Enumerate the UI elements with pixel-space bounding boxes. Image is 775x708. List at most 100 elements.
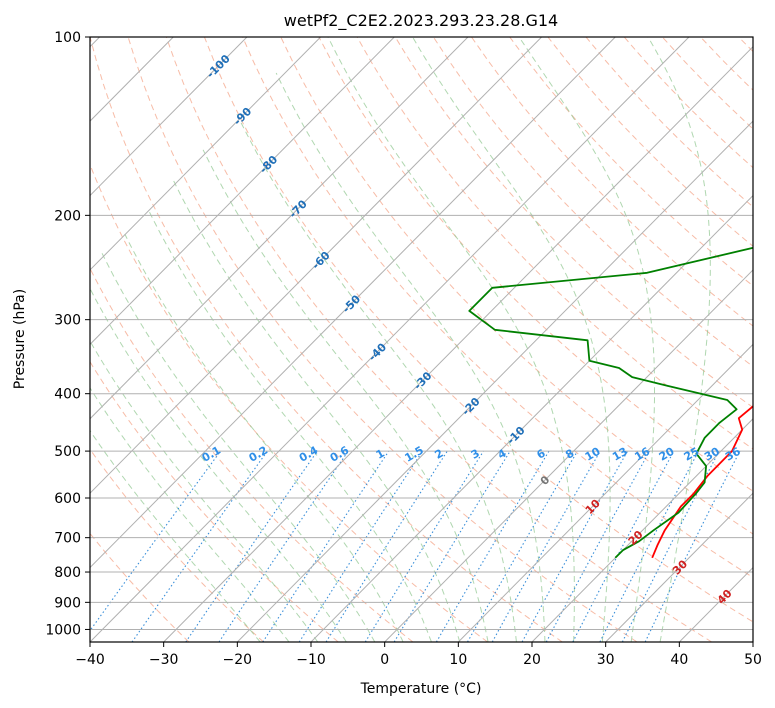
mixing-ratio-line [325, 450, 448, 642]
moist-adiabat-line [173, 180, 461, 642]
dry-adiabat-line [90, 267, 414, 642]
x-tick-label: −30 [149, 652, 179, 668]
mixing-ratio-label: 0.1 [200, 444, 223, 465]
dry-adiabat-line [127, 37, 638, 642]
dry-adiabat-line [509, 37, 753, 287]
y-tick-label: 100 [54, 30, 81, 46]
mixing-ratio-label: 0.6 [328, 443, 352, 464]
mixing-ratio-label: 0.4 [297, 443, 321, 464]
dry-adiabat-line [471, 37, 753, 327]
x-tick-label: 40 [670, 652, 688, 668]
mixing-ratio-label: 13 [610, 445, 630, 464]
x-tick-label: −20 [223, 652, 253, 668]
dry-adiabat-line [90, 37, 563, 642]
isotherm-line [310, 194, 753, 642]
mixing-ratio-line [545, 450, 651, 642]
isotherm-label: -100 [204, 52, 233, 81]
x-axis-label: Temperature (°C) [360, 681, 482, 697]
isotherm-line [605, 492, 753, 642]
isotherm-line [163, 46, 753, 642]
mixing-ratio-label: 1 [374, 447, 387, 462]
mixing-ratio-line [185, 450, 318, 642]
moist-adiabat-line [412, 37, 611, 642]
mixing-ratio-label: 3 [469, 447, 482, 462]
isotherm-line [384, 269, 753, 642]
y-tick-label: 800 [54, 565, 81, 581]
mixing-ratio-line [435, 450, 550, 642]
moist-adiabat-line [90, 387, 290, 642]
isotherm-line [678, 566, 753, 642]
dry-adiabat-line [318, 37, 753, 492]
mixing-ratio-label: 30 [702, 445, 722, 464]
y-tick-label: 1000 [45, 622, 81, 638]
moist-adiabat-line [518, 37, 655, 642]
dry-adiabat-line [90, 360, 339, 642]
isotherm-line [531, 418, 753, 642]
x-tick-label: 30 [597, 652, 615, 668]
moist-adiabat-line [100, 251, 376, 642]
dry-adiabat-line [394, 37, 753, 409]
y-tick-label: 500 [54, 444, 81, 460]
x-tick-label: −40 [75, 652, 105, 668]
dry-adiabat-line [203, 37, 753, 623]
moist-adiabat-line [647, 37, 711, 642]
mixing-ratio-label: 25 [682, 445, 702, 464]
dry-adiabat-line [90, 448, 264, 642]
dry-adiabat-line [165, 37, 712, 642]
mixing-ratio-label: 2 [432, 447, 445, 462]
isotherm-line [90, 37, 248, 197]
mixing-ratio-label: 36 [723, 445, 743, 464]
isotherm-line [90, 37, 321, 271]
y-tick-label: 400 [54, 387, 81, 403]
moist-adiabat-line [124, 233, 404, 642]
moist-adiabat-line [147, 208, 432, 642]
mixing-ratio-label: 20 [657, 445, 677, 464]
mixing-ratio-label: 10 [583, 445, 603, 464]
mixing-ratio-line [599, 450, 700, 642]
mixing-ratio-label: 4 [496, 446, 509, 461]
y-axis-label: Pressure (hPa) [12, 289, 28, 389]
isotherm-line [236, 120, 753, 642]
mixing-ratio-line [90, 450, 221, 632]
dry-adiabat-line [738, 37, 753, 53]
dry-adiabat-line [623, 37, 753, 169]
y-tick-label: 200 [54, 208, 81, 224]
dry-adiabat-line [432, 37, 753, 368]
isotherm-line [90, 37, 616, 569]
isotherm-line [457, 343, 753, 642]
moist-adiabat-line [202, 149, 489, 642]
mixing-ratio-label: 6 [535, 446, 548, 461]
x-tick-label: 50 [744, 652, 762, 668]
mixing-ratio-line [521, 450, 629, 642]
dry-adiabat-line [242, 37, 753, 579]
x-tick-label: 10 [449, 652, 467, 668]
plot-frame [89, 36, 754, 643]
dewpoint-profile-line [468, 246, 753, 559]
moist-adiabat-line [90, 340, 319, 642]
moist-adiabat-line [90, 287, 347, 642]
y-tick-label: 900 [54, 595, 81, 611]
y-tick-label: 600 [54, 491, 81, 507]
mixing-ratio-line [393, 450, 511, 642]
moist-adiabat-line [327, 37, 575, 642]
dry-adiabat-line [280, 37, 753, 535]
moist-adiabat-line [90, 429, 261, 642]
isotherm-line [90, 37, 542, 494]
mixing-ratio-line [298, 450, 423, 642]
mixing-ratio-label: 0.2 [247, 444, 270, 465]
mixing-ratio-line [218, 450, 349, 642]
x-tick-label: 20 [523, 652, 541, 668]
isotherm-line [90, 37, 395, 346]
moist-adiabat-line [236, 113, 517, 642]
mixing-ratio-label: 16 [632, 445, 652, 464]
mixing-ratio-line [621, 450, 720, 642]
x-tick-label: −10 [296, 652, 326, 668]
mixing-ratio-line [572, 450, 675, 642]
dry-adiabat-line [90, 163, 488, 642]
mixing-ratio-line [364, 450, 484, 642]
temperature-profile-line [651, 405, 753, 559]
y-tick-label: 700 [54, 531, 81, 547]
isotherm-line [90, 37, 469, 420]
dry-adiabat-line [356, 37, 753, 450]
